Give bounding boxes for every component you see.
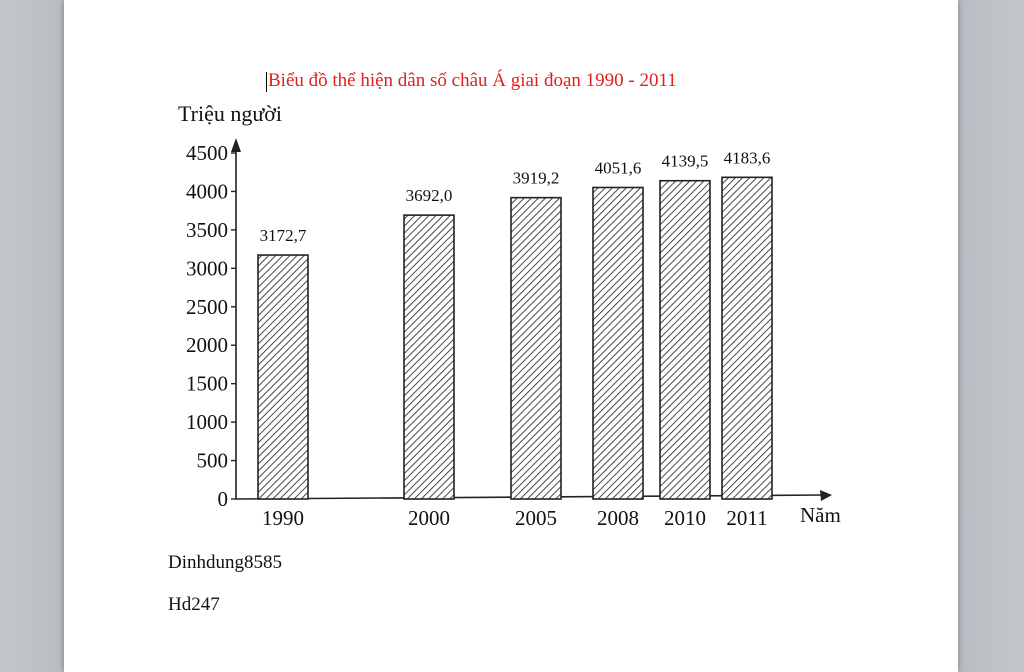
left-window-margin xyxy=(0,0,64,672)
bar xyxy=(257,254,309,500)
y-tick-label: 2000 xyxy=(186,333,228,357)
x-axis-label: Năm xyxy=(800,503,841,527)
bar xyxy=(721,176,773,500)
data-label: 4139,5 xyxy=(662,152,709,171)
y-axis-label: Triệu người xyxy=(178,101,283,126)
bar xyxy=(510,196,562,500)
text-cursor xyxy=(266,72,267,92)
y-axis-arrow xyxy=(231,138,241,152)
document-page[interactable]: Biểu đồ thể hiện dân số châu Á giai đoạn… xyxy=(64,0,958,672)
x-tick-label: 2010 xyxy=(664,506,706,530)
x-tick-label: 2008 xyxy=(597,506,639,530)
x-tick-label: 2005 xyxy=(515,506,557,530)
y-tick-label: 4000 xyxy=(186,179,228,203)
bar xyxy=(403,214,455,500)
note-author: Dinhdung8585 xyxy=(168,552,282,573)
data-label: 3692,0 xyxy=(406,186,453,205)
right-window-margin xyxy=(958,0,1024,672)
y-tick-label: 1500 xyxy=(186,372,228,396)
note-source: Hd247 xyxy=(168,594,220,615)
data-label: 4051,6 xyxy=(595,158,642,177)
x-axis-arrow xyxy=(820,490,832,501)
y-tick-label: 3000 xyxy=(186,256,228,280)
y-tick-label: 2500 xyxy=(186,295,228,319)
data-label: 3172,7 xyxy=(260,226,307,245)
x-tick-label: 2000 xyxy=(408,506,450,530)
data-label: 4183,6 xyxy=(724,148,771,167)
y-tick-label: 500 xyxy=(197,449,229,473)
bar xyxy=(659,179,711,500)
y-tick-label: 1000 xyxy=(186,410,228,434)
chart-title: Biểu đồ thể hiện dân số châu Á giai đoạn… xyxy=(268,70,677,91)
bar xyxy=(592,186,644,500)
y-tick-label: 3500 xyxy=(186,218,228,242)
y-tick-label: 4500 xyxy=(186,141,228,165)
y-tick-label: 0 xyxy=(218,487,229,511)
x-tick-label: 2011 xyxy=(726,506,767,530)
data-label: 3919,2 xyxy=(513,169,560,188)
bar-chart: 0 500 1000 1500 2000 2500 3000 3500 4000 4500 3172… xyxy=(186,138,832,530)
x-tick-label: 1990 xyxy=(262,506,304,530)
